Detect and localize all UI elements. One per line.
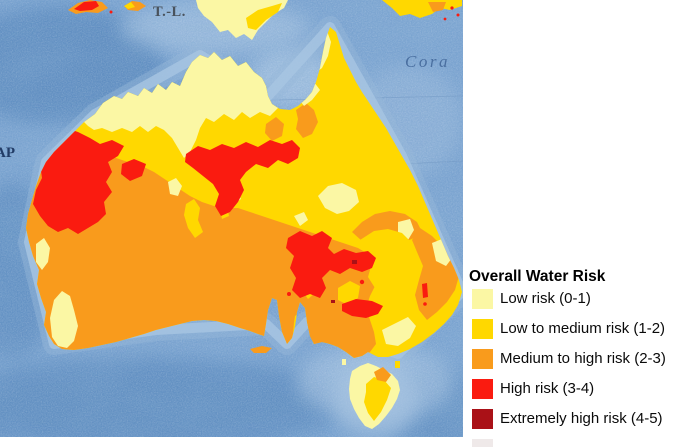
legend-swatch-low-to-medium-risk: [472, 319, 493, 339]
map-label-west-partial: AP: [0, 145, 15, 161]
legend-item-high-risk: High risk (3-4): [472, 379, 677, 409]
legend-item-low-to-medium-risk: Low to medium risk (1-2): [472, 319, 677, 349]
legend-label: Extremely high risk (4-5): [500, 410, 663, 427]
legend-swatch-low-risk: [472, 289, 493, 309]
map-area[interactable]: AP T.-L. Cora: [0, 0, 463, 437]
legend-swatch-medium-to-high-risk: [472, 349, 493, 369]
legend-item-medium-to-high-risk: Medium to high risk (2-3): [472, 349, 677, 379]
map-label-timor-leste: T.-L.: [153, 4, 186, 20]
legend-item-low-risk: Low risk (0-1): [472, 289, 677, 319]
legend-label: Low risk (0-1): [500, 290, 591, 307]
legend-item-partial: [472, 439, 677, 447]
legend-label: Medium to high risk (2-3): [500, 350, 666, 367]
legend-swatch-extremely-high-risk: [472, 409, 493, 429]
australia-water-risk-map: AP T.-L. Cora: [0, 0, 463, 437]
legend-swatch-partial: [472, 439, 493, 447]
map-label-coral-sea: Cora: [405, 52, 450, 71]
legend-label: High risk (3-4): [500, 380, 595, 397]
legend-title: Overall Water Risk: [469, 268, 606, 285]
northern-islands: [68, 0, 462, 40]
legend-items: Low risk (0-1) Low to medium risk (1-2) …: [472, 289, 677, 447]
extremely-high-risk-regions: [331, 260, 357, 303]
legend-panel: Overall Water Risk Low risk (0-1) Low to…: [463, 0, 679, 447]
medium-to-high-risk-regions: [26, 103, 459, 358]
high-risk-regions: [33, 121, 428, 318]
tasmania: [342, 359, 400, 429]
legend-swatch-high-risk: [472, 379, 493, 399]
legend-item-extremely-high-risk: Extremely high risk (4-5): [472, 409, 677, 439]
legend-label: Low to medium risk (1-2): [500, 320, 666, 337]
kangaroo-island: [250, 346, 272, 353]
